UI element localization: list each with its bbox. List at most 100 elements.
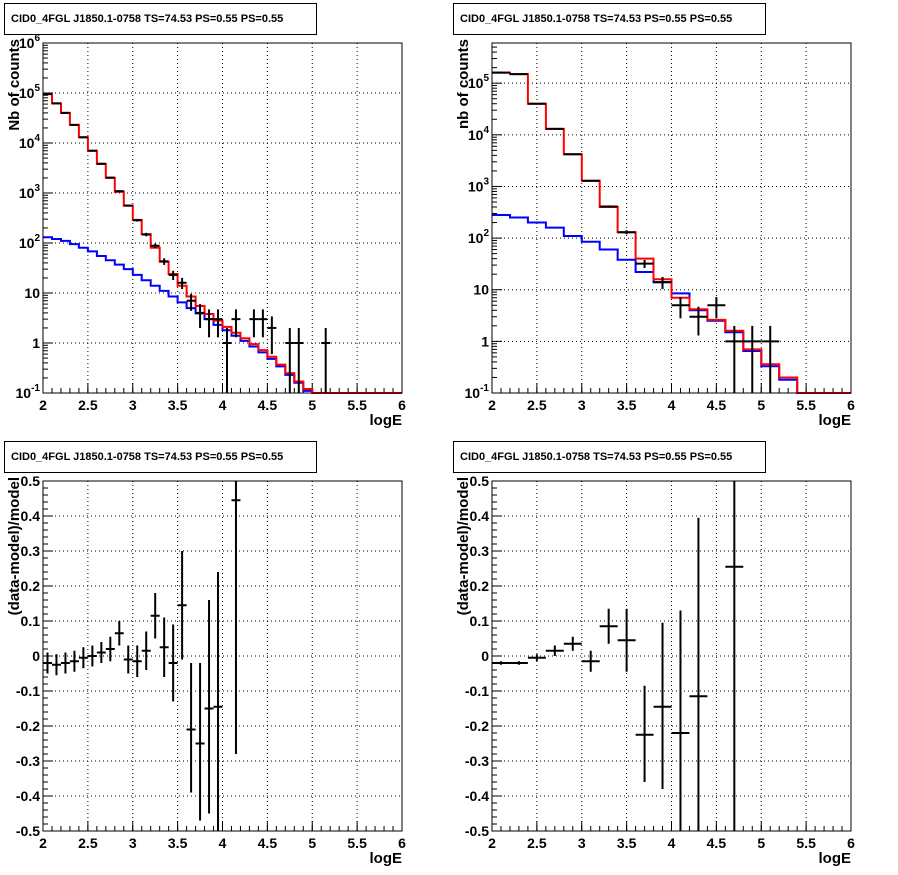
- x-tick-label: 4: [668, 397, 676, 413]
- y-tick-label: 102: [19, 233, 41, 251]
- data-point: [653, 622, 672, 789]
- y-tick-label: 0: [481, 648, 489, 664]
- data-point: [60, 652, 70, 674]
- data-point: [159, 258, 169, 265]
- x-axis-title: logE: [819, 850, 852, 867]
- data-point: [69, 650, 79, 672]
- x-tick-label: 3: [129, 835, 137, 851]
- x-tick-label: 2: [39, 397, 47, 413]
- y-tick-label: 0.2: [21, 578, 41, 594]
- y-tick-label: 10: [473, 282, 489, 298]
- x-axis-title: logE: [370, 850, 403, 867]
- y-tick-label: -0.3: [16, 753, 40, 769]
- y-tick-label: -0.4: [465, 788, 489, 804]
- x-tick-label: 5: [308, 835, 316, 851]
- x-tick-label: 4: [668, 835, 676, 851]
- data-point: [581, 650, 600, 672]
- data-point: [123, 645, 133, 674]
- data-point: [581, 179, 600, 182]
- data-point: [545, 645, 564, 656]
- y-tick-label: 1: [32, 335, 40, 351]
- y-tick-label: 10-1: [16, 383, 41, 401]
- y-tick-label: 104: [19, 133, 41, 151]
- panel-bottom-right: 2 2.5 3 3.5 4 4.5 5 5.5 6 -0.5 -0.4 -0.3 -0.2 -0.1 0 0.…: [455, 473, 855, 867]
- data-point: [671, 297, 690, 319]
- data-point: [204, 309, 214, 338]
- x-tick-label: 2.5: [527, 835, 547, 851]
- y-tick-label: -0.2: [16, 718, 40, 734]
- plot-frame: [42, 480, 403, 832]
- y-tick-label: 104: [468, 125, 490, 143]
- title-top-left: CID0_4FGL J1850.1-0758 TS=74.53 PS=0.55 …: [4, 3, 317, 35]
- y-tick-label: 0.2: [470, 578, 490, 594]
- data-point: [689, 306, 708, 336]
- x-tick-label: 6: [847, 397, 855, 413]
- data-point: [150, 593, 160, 639]
- data-point: [285, 327, 295, 393]
- data-point: [204, 600, 214, 814]
- plot-frame: [42, 42, 403, 394]
- x-tick-label: 2.5: [527, 397, 547, 413]
- data-point: [213, 309, 223, 338]
- data-point: [527, 654, 546, 662]
- data-point: [671, 610, 690, 831]
- panel-top-right: 2 2.5 3 3.5 4 4.5 5 5.5 6 10-1 1 10 102 103 104 105 logE…: [455, 39, 855, 429]
- data-point: [123, 204, 133, 207]
- x-tick-label: 3: [129, 397, 137, 413]
- x-axis-title: logE: [370, 412, 403, 429]
- y-tick-label: 10: [24, 285, 40, 301]
- data-point: [159, 617, 169, 677]
- x-tick-label: 3: [578, 397, 586, 413]
- data-point: [509, 661, 528, 665]
- x-tick-label: 4: [219, 397, 227, 413]
- x-tick-label: 2.5: [78, 397, 98, 413]
- data-point: [617, 608, 636, 672]
- panel-bottom-left: 2 2.5 3 3.5 4 4.5 5 5.5 6 -0.5 -0.4 -0.3 -0.2 -0.1 0 0.…: [6, 473, 406, 867]
- data-point: [707, 297, 726, 319]
- x-tick-label: 5: [757, 835, 765, 851]
- data-point: [43, 652, 52, 674]
- data-point: [617, 230, 636, 235]
- data-point: [231, 309, 241, 338]
- data-point: [141, 631, 151, 670]
- y-tick-label: -0.5: [16, 823, 40, 839]
- data-point: [186, 663, 196, 793]
- total_model-series: [492, 71, 851, 394]
- x-tick-label: 6: [847, 835, 855, 851]
- y-tick-label: 105: [468, 73, 490, 91]
- y-tick-label: -0.2: [465, 718, 489, 734]
- x-tick-label: 5: [757, 397, 765, 413]
- data-point: [114, 190, 124, 193]
- data-point: [105, 176, 115, 179]
- data-point: [761, 325, 780, 393]
- x-tick-label: 4.5: [707, 397, 727, 413]
- x-tick-label: 3.5: [168, 397, 188, 413]
- y-axis-title: Nb of counts: [6, 39, 23, 131]
- title-bottom-right: CID0_4FGL J1850.1-0758 TS=74.53 PS=0.55 …: [453, 441, 766, 473]
- y-tick-label: -0.5: [465, 823, 489, 839]
- y-tick-label: 0.5: [470, 473, 490, 489]
- data-point: [168, 624, 178, 702]
- y-tick-label: 0.5: [21, 473, 41, 489]
- data-point: [150, 243, 160, 249]
- data-point: [267, 316, 277, 355]
- data-point: [249, 309, 259, 338]
- data-point: [563, 153, 582, 156]
- x-tick-label: 5.5: [347, 397, 367, 413]
- data-point: [689, 517, 708, 831]
- data-point: [725, 481, 744, 831]
- data-point: [186, 293, 196, 311]
- data-point: [87, 645, 97, 667]
- y-tick-label: -0.1: [465, 683, 489, 699]
- data-point: [222, 327, 232, 393]
- x-tick-label: 4: [219, 835, 227, 851]
- data-point: [96, 642, 106, 663]
- x-tick-label: 5: [308, 397, 316, 413]
- y-tick-label: 0.3: [470, 543, 490, 559]
- data-point: [177, 277, 187, 290]
- plot-frame: [491, 480, 852, 832]
- y-tick-label: 106: [19, 33, 41, 51]
- y-tick-label: 10-1: [465, 383, 490, 401]
- x-tick-label: 5.5: [347, 835, 367, 851]
